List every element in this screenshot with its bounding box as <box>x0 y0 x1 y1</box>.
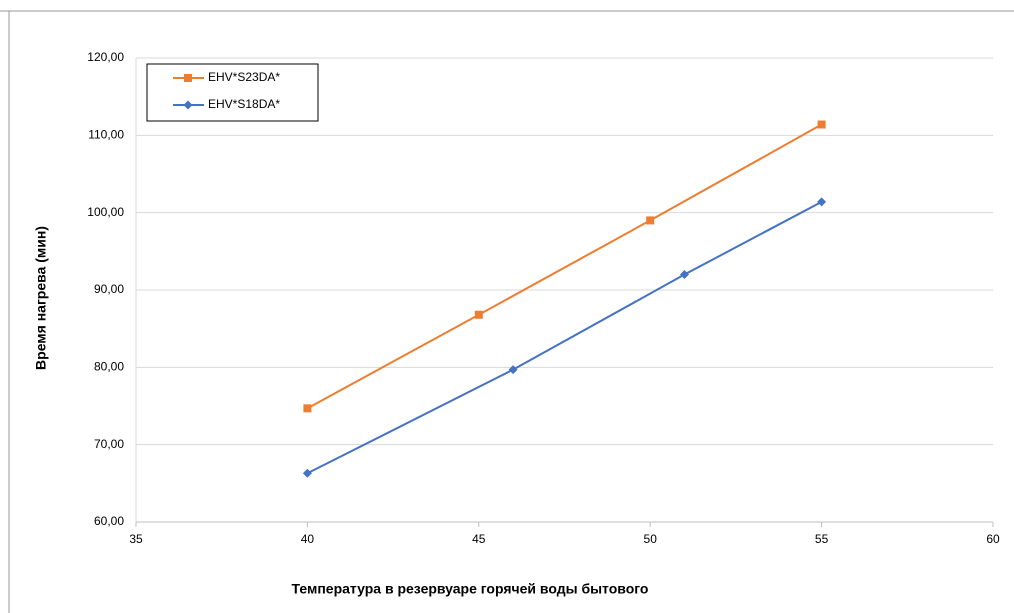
x-axis-title: Температура в резервуаре горячей воды бы… <box>292 581 649 597</box>
marker <box>474 310 483 319</box>
y-tick-label: 80,00 <box>94 360 124 374</box>
x-tick-label: 60 <box>986 532 1000 546</box>
legend-label: EHV*S18DA* <box>208 97 280 111</box>
y-tick-label: 70,00 <box>94 437 124 451</box>
y-tick-label: 110,00 <box>88 128 124 142</box>
series-line <box>306 123 823 410</box>
x-tick-label: 55 <box>815 532 829 546</box>
marker <box>817 197 827 207</box>
y-tick-label: 60,00 <box>94 514 124 528</box>
marker <box>679 270 689 280</box>
legend-marker <box>183 100 193 110</box>
marker <box>302 468 312 478</box>
legend-label: EHV*S23DA* <box>208 70 280 84</box>
y-tick-label: 90,00 <box>94 282 124 296</box>
marker <box>508 365 518 375</box>
legend-marker <box>184 74 192 82</box>
y-axis-title: Время нагрева (мин) <box>33 226 49 370</box>
y-tick-label: 100,00 <box>87 205 124 219</box>
legend-box <box>146 63 319 122</box>
marker <box>817 120 826 129</box>
marker <box>646 216 655 225</box>
x-tick-label: 35 <box>129 532 143 546</box>
series-line <box>306 200 823 475</box>
x-tick-label: 45 <box>472 532 486 546</box>
y-tick-label: 120,00 <box>87 50 124 64</box>
x-tick-label: 40 <box>301 532 315 546</box>
x-tick-label: 50 <box>644 532 658 546</box>
marker <box>303 404 312 413</box>
